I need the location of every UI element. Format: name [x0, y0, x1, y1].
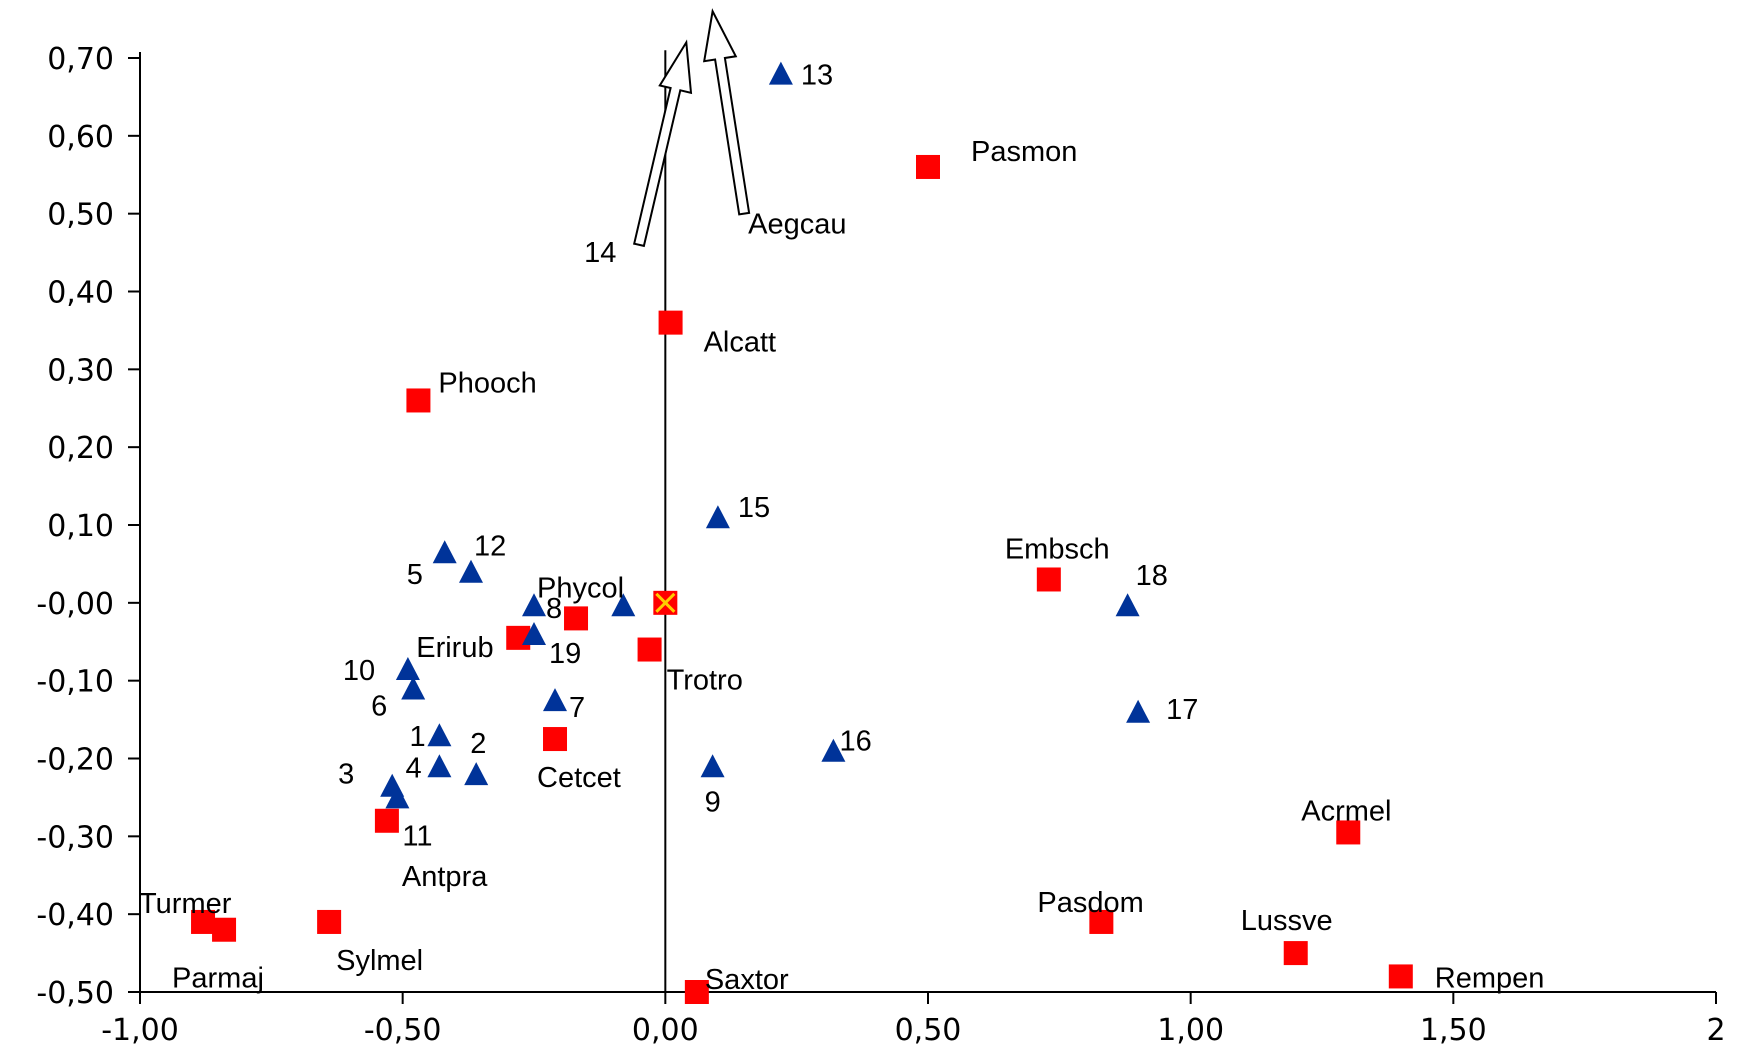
point-labels: Pasmon Alcatt Phooch Embsch Phycol Erirub Trot… — [139, 60, 1544, 996]
species-label-lussve: Lussve — [1241, 905, 1333, 937]
site-point-7 — [543, 688, 567, 712]
x-tick-label: -1,00 — [101, 1013, 179, 1048]
arrow-label-aegcau: Aegcau — [748, 209, 846, 241]
site-label-6: 6 — [371, 690, 387, 722]
species-point-embsch — [1036, 567, 1061, 592]
y-tick-label: -0,20 — [36, 743, 114, 778]
site-point-15 — [705, 505, 730, 529]
species-point-trotro — [637, 637, 662, 662]
species-point-pasmon — [916, 154, 940, 179]
site-point-18 — [1115, 593, 1140, 617]
site-label-8: 8 — [546, 593, 562, 625]
site-point-1 — [427, 723, 452, 747]
site-point-5 — [432, 540, 457, 564]
species-point-rempen — [1388, 964, 1413, 989]
environment-arrows — [632, 8, 751, 248]
centroid-cross — [655, 592, 676, 613]
arrow-14 — [632, 39, 693, 248]
site-label-9: 9 — [705, 786, 721, 818]
species-point-parmaj — [212, 917, 237, 942]
species-label-saxtor: Saxtor — [705, 964, 789, 996]
species-label-sylmel: Sylmel — [336, 945, 423, 977]
site-point-9 — [700, 754, 725, 778]
species-label-pasdom: Pasdom — [1037, 887, 1143, 919]
arrow-label-14: 14 — [584, 237, 616, 269]
species-point-phooch — [406, 388, 431, 413]
species-point-pasdom — [1089, 909, 1114, 934]
species-point-alcatt — [658, 310, 683, 335]
site-label-7: 7 — [569, 692, 585, 724]
site-label-12: 12 — [474, 531, 506, 563]
x-tick-label: 1,50 — [1420, 1013, 1487, 1048]
site-point-12 — [459, 559, 483, 583]
site-point — [611, 593, 636, 617]
y-tick-label: 0,20 — [47, 431, 114, 466]
x-tick-label: 0,50 — [895, 1013, 962, 1048]
y-tick-label: -0,10 — [36, 665, 114, 700]
arrow-aegcau — [702, 8, 751, 216]
species-label-phycol: Phycol — [537, 572, 624, 604]
site-label-13: 13 — [801, 60, 833, 92]
site-label-3: 3 — [338, 759, 354, 791]
site-point-8 — [522, 593, 546, 617]
site-label-5: 5 — [407, 559, 423, 591]
species-label-parmaj: Parmaj — [172, 963, 264, 995]
site-point-4 — [427, 754, 452, 778]
species-label-phooch: Phooch — [438, 367, 536, 399]
site-point-13 — [768, 61, 793, 85]
species-point-antpra — [374, 808, 399, 833]
species-label-acrmel: Acrmel — [1301, 795, 1391, 827]
species-point-phycol — [564, 606, 589, 631]
site-label-11: 11 — [402, 820, 432, 852]
species-label-pasmon: Pasmon — [971, 136, 1077, 168]
x-tick-label: 1,00 — [1157, 1013, 1224, 1048]
y-tick-label: 0,70 — [47, 42, 114, 77]
species-point-turmer — [191, 909, 216, 934]
site-point-10 — [395, 657, 420, 680]
y-tick-label: 0,30 — [47, 353, 114, 388]
species-point-saxtor — [684, 980, 709, 1004]
site-point-2 — [464, 762, 489, 786]
site-label-1: 1 — [409, 721, 425, 753]
y-tick-label: 0,50 — [47, 198, 114, 233]
site-point-11 — [385, 785, 410, 809]
y-tick-label: -0,40 — [36, 898, 114, 933]
y-tick-label: 0,10 — [47, 509, 114, 544]
species-label-embsch: Embsch — [1005, 533, 1110, 565]
y-tick-label: -0,50 — [36, 976, 114, 1011]
x-tick-label: -0,50 — [364, 1013, 442, 1048]
site-label-19: 19 — [549, 638, 581, 670]
plot-marks — [191, 61, 1413, 1004]
y-tick-label: -0,30 — [36, 820, 114, 855]
site-label-10: 10 — [343, 655, 375, 687]
x-tick-label: 2 — [1706, 1013, 1725, 1048]
axes: 0,70 0,60 0,50 0,40 0,30 0,20 0,10 -0,00 -0,10 -0… — [36, 42, 1725, 1048]
x-tick-label: 0,00 — [632, 1013, 699, 1048]
species-point-sylmel — [317, 909, 342, 934]
site-label-15: 15 — [738, 492, 770, 524]
species-label-alcatt: Alcatt — [704, 327, 777, 359]
species-point-cetcet — [543, 727, 568, 752]
site-point-16 — [821, 738, 846, 762]
y-tick-label: -0,00 — [36, 587, 114, 622]
species-label-rempen: Rempen — [1435, 962, 1545, 994]
y-tick-label: 0,40 — [47, 276, 114, 311]
species-point-lussve — [1283, 941, 1308, 966]
species-label-trotro: Trotro — [667, 665, 743, 697]
site-point-6 — [401, 676, 426, 700]
species-label-erirub: Erirub — [416, 632, 493, 664]
y-tick-label: 0,60 — [47, 120, 114, 155]
species-label-cetcet: Cetcet — [537, 762, 621, 794]
species-label-turmer: Turmer — [139, 888, 232, 920]
site-label-4: 4 — [405, 752, 421, 784]
species-point-acrmel — [1336, 820, 1361, 845]
site-label-17: 17 — [1166, 694, 1198, 726]
species-label-antpra: Antpra — [402, 861, 488, 893]
site-point-17 — [1126, 699, 1151, 723]
site-label-16: 16 — [839, 726, 871, 758]
site-label-2: 2 — [470, 728, 486, 760]
site-point-19 — [522, 622, 546, 645]
site-label-18: 18 — [1136, 560, 1168, 592]
